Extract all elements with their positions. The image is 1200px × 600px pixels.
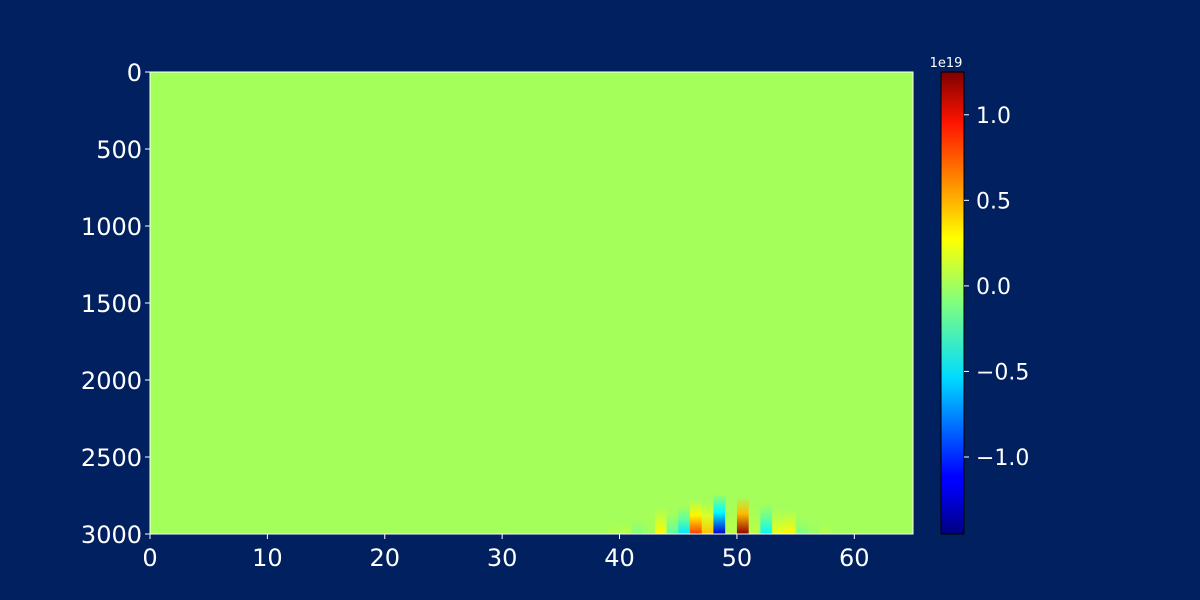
colorbar: 1e19 −1.0 −0.5 0.0 0.5 1.0	[930, 56, 1030, 534]
y-tick-label: 2000	[81, 367, 142, 395]
heatmap-cell	[784, 509, 796, 534]
x-tick-label: 50	[722, 544, 753, 572]
y-tick-label: 0	[127, 59, 142, 87]
x-tick-label: 60	[839, 544, 870, 572]
colorbar-tick-label: 0.5	[976, 189, 1011, 214]
heatmap-cell	[713, 494, 725, 534]
x-tick-label: 30	[487, 544, 518, 572]
x-axis: 0 10 20 30 40 50 60	[142, 534, 869, 572]
x-tick-label: 10	[252, 544, 283, 572]
y-axis: 0 500 1000 1500 2000 2500 3000	[81, 59, 150, 549]
heatmap-cell	[760, 503, 772, 534]
x-tick-label: 20	[369, 544, 400, 572]
y-tick-label: 1000	[81, 213, 142, 241]
heatmap-cell	[737, 497, 749, 534]
colorbar-gradient	[941, 72, 964, 534]
colorbar-ticks: −1.0 −0.5 0.0 0.5 1.0	[964, 104, 1029, 471]
heatmap-cell	[678, 506, 690, 534]
y-tick-label: 1500	[81, 290, 142, 318]
heatmap-cell	[749, 506, 761, 534]
heatmap-cell	[819, 523, 831, 534]
heatmap-cell	[725, 503, 737, 534]
colorbar-offset-label: 1e19	[930, 56, 963, 71]
colorbar-tick-label: −1.0	[976, 446, 1029, 471]
heatmap-cell	[620, 522, 632, 534]
colorbar-tick-label: 1.0	[976, 104, 1011, 129]
heatmap-cell	[807, 519, 819, 534]
y-tick-label: 500	[96, 136, 142, 164]
heatmap-background	[150, 72, 913, 534]
y-tick-label: 2500	[81, 444, 142, 472]
heatmap-cell	[643, 522, 655, 534]
heatmap-cell	[608, 525, 620, 534]
heatmap-cell	[702, 502, 714, 534]
heatmap-cell	[666, 512, 678, 534]
heatmap-cell	[655, 506, 667, 534]
plot-area	[150, 72, 913, 534]
heatmap-cell	[690, 500, 702, 534]
heatmap-cell	[796, 516, 808, 534]
y-tick-label: 3000	[81, 521, 142, 549]
x-tick-label: 40	[604, 544, 635, 572]
colorbar-tick-label: 0.0	[976, 275, 1011, 300]
x-tick-label: 0	[142, 544, 157, 572]
colorbar-tick-label: −0.5	[976, 360, 1029, 385]
heatmap-cell	[631, 519, 643, 534]
heatmap-cell	[772, 509, 784, 534]
